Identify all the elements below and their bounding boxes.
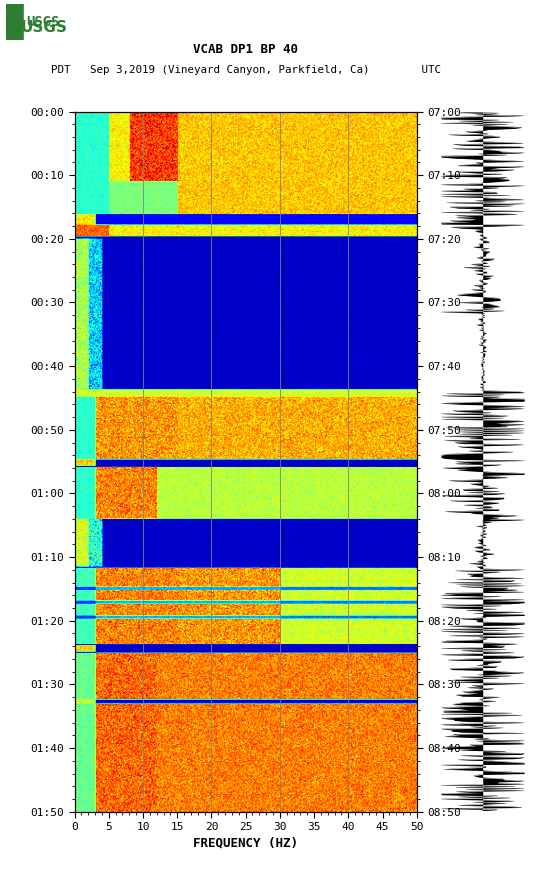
Bar xyxy=(24,4,25,40)
Text: VCAB DP1 BP 40: VCAB DP1 BP 40 xyxy=(193,43,298,55)
Bar xyxy=(6,4,24,40)
X-axis label: FREQUENCY (HZ): FREQUENCY (HZ) xyxy=(193,837,298,849)
Text: PDT   Sep 3,2019 (Vineyard Canyon, Parkfield, Ca)        UTC: PDT Sep 3,2019 (Vineyard Canyon, Parkfie… xyxy=(51,64,440,75)
Text: ━: ━ xyxy=(6,22,12,32)
Text: USGS: USGS xyxy=(21,20,68,35)
Text: ━: ━ xyxy=(6,18,12,28)
Text: ━: ━ xyxy=(6,27,12,37)
Text: USGS: USGS xyxy=(26,15,60,29)
